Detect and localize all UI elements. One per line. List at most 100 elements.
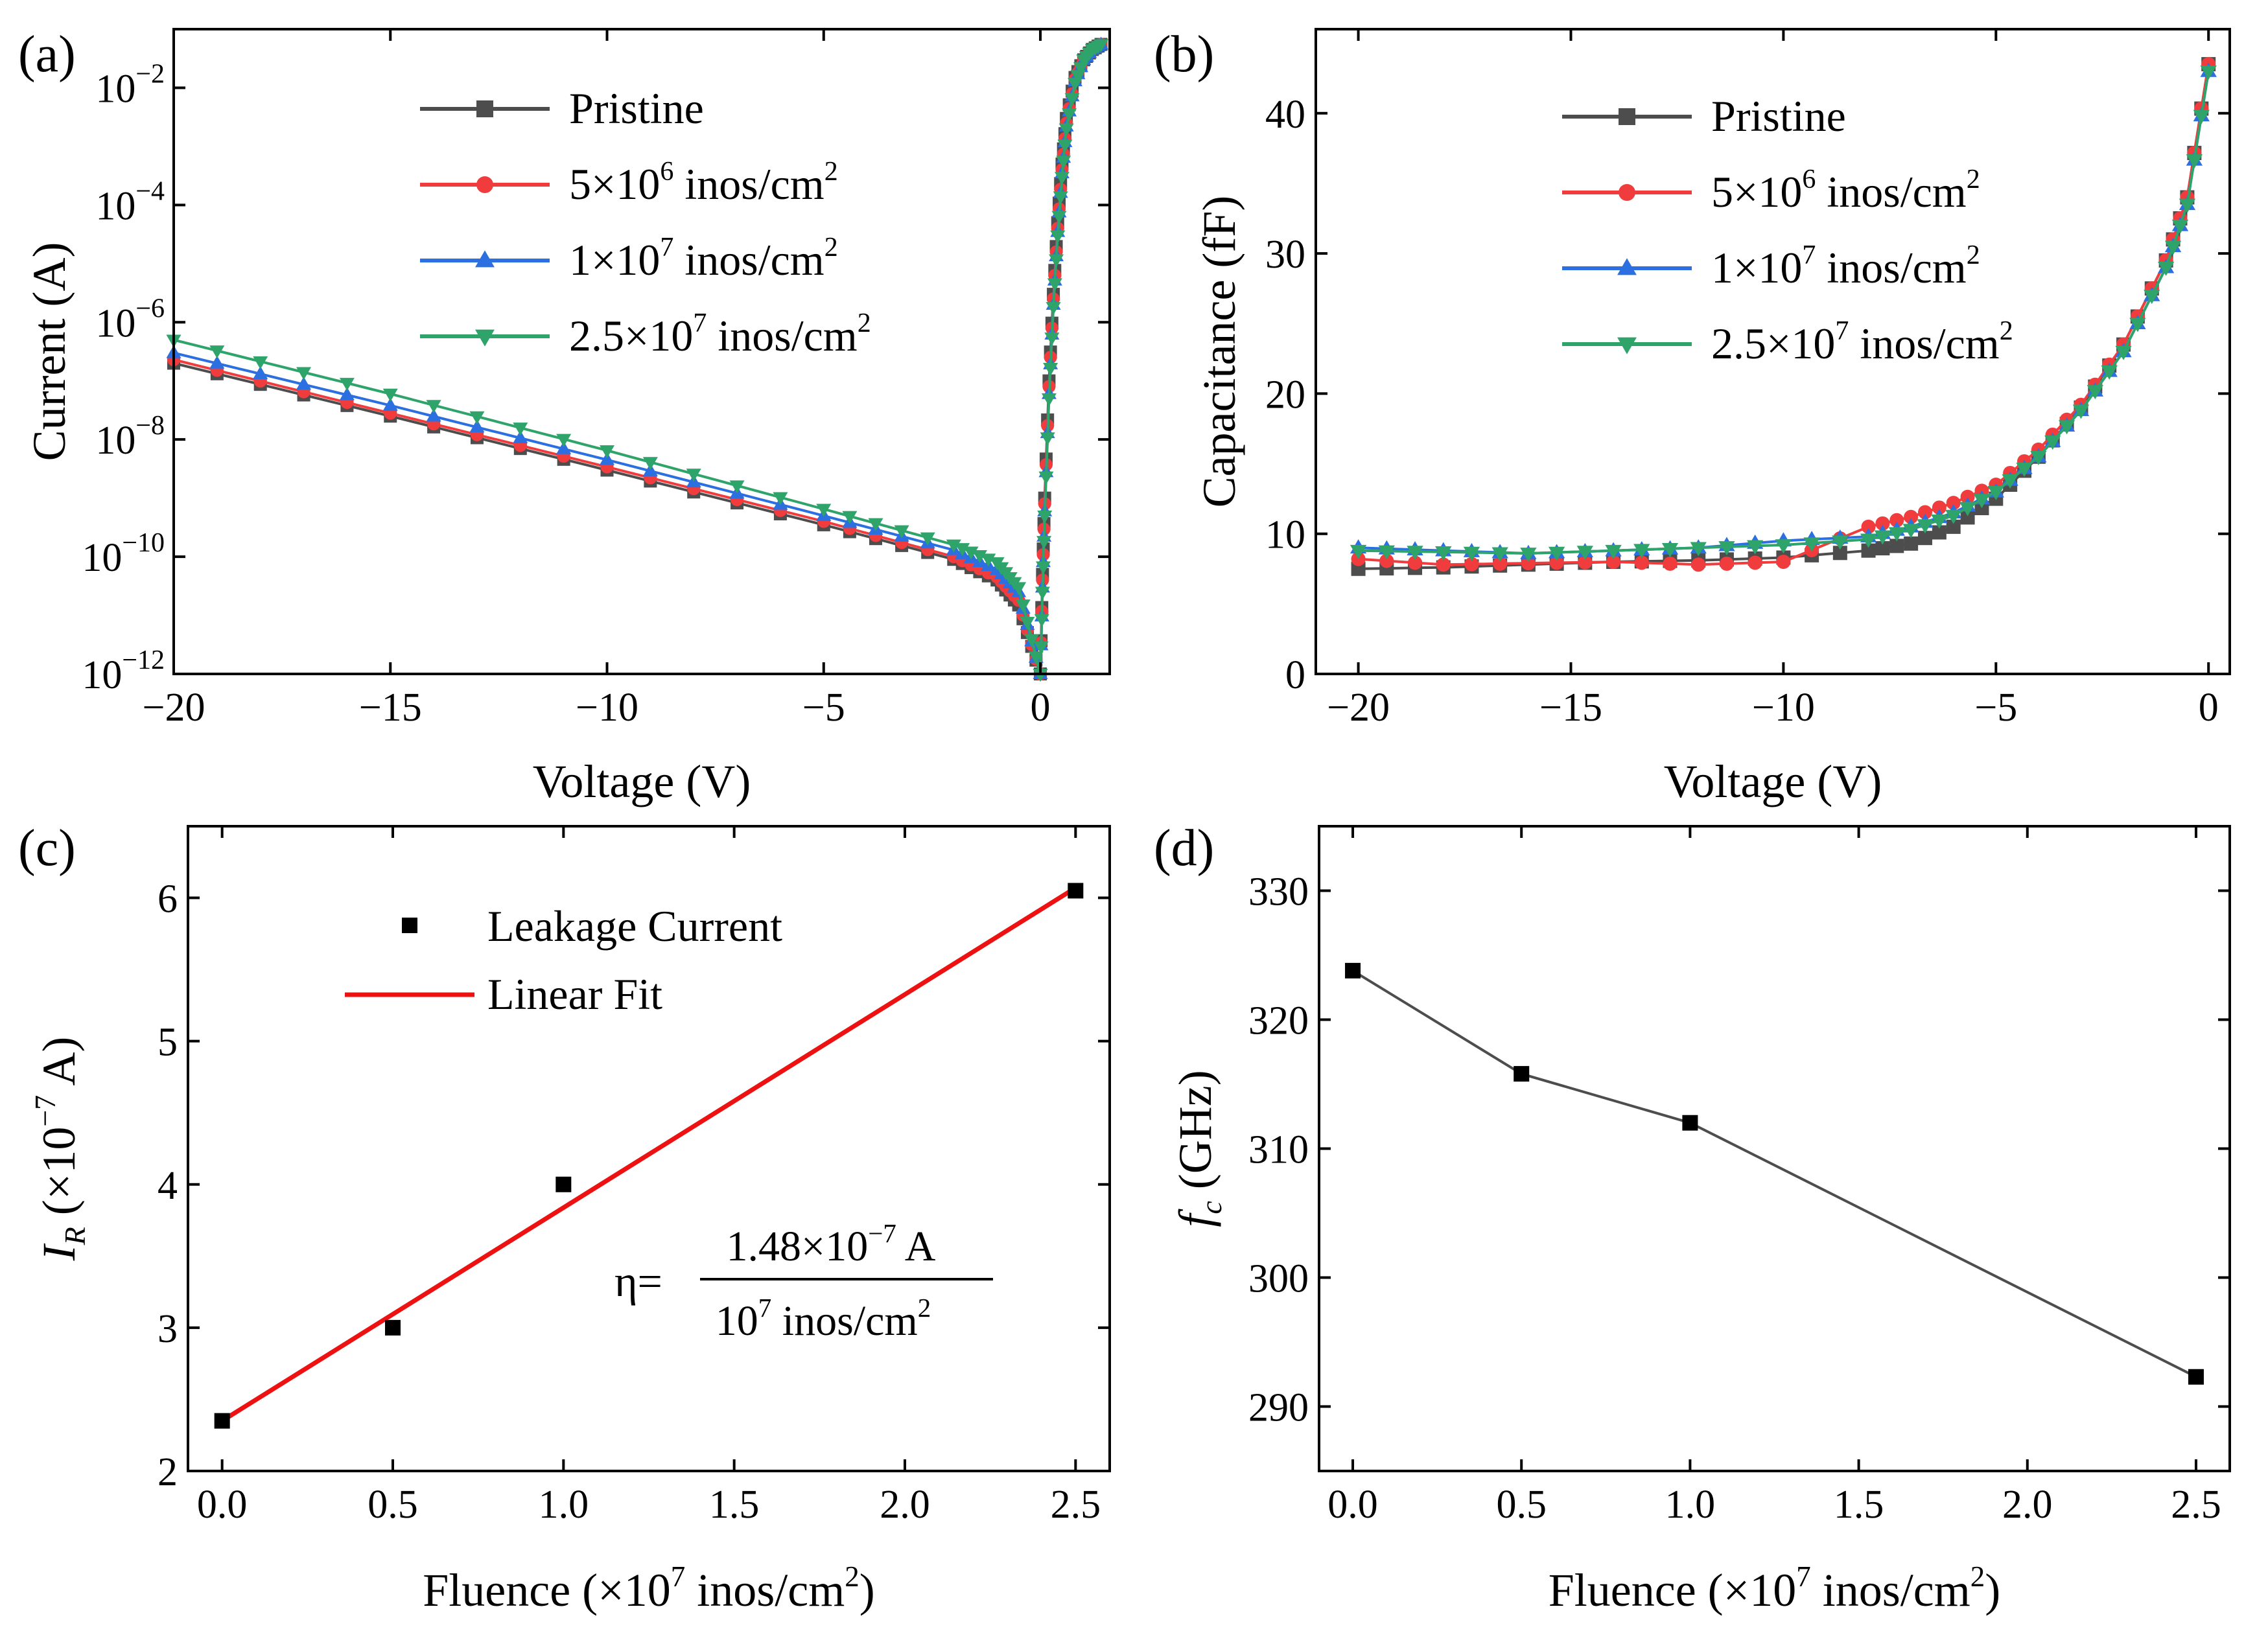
data-point bbox=[1832, 535, 1849, 550]
legend-marker bbox=[1617, 337, 1637, 354]
legend-label-part: 7 bbox=[660, 233, 673, 262]
legend-label-part: 7 bbox=[1802, 240, 1816, 270]
data-point bbox=[296, 376, 312, 390]
data-point bbox=[2144, 290, 2160, 305]
legend-marker bbox=[402, 918, 417, 933]
data-point bbox=[1034, 614, 1049, 627]
x-tick-label: 2.0 bbox=[2002, 1483, 2053, 1527]
x-axis-label: Voltage (V) bbox=[1664, 756, 1882, 807]
y-tick-label: 330 bbox=[1248, 870, 1309, 914]
data-point bbox=[946, 539, 961, 553]
legend-label-part: 2.5×10 bbox=[569, 311, 693, 360]
panel-label: (b) bbox=[1154, 26, 1214, 83]
data-point bbox=[253, 356, 268, 369]
data-point bbox=[555, 1176, 572, 1192]
data-point bbox=[2179, 198, 2196, 213]
data-point bbox=[955, 543, 970, 557]
data-point bbox=[963, 546, 979, 560]
legend-marker bbox=[475, 329, 495, 347]
data-point bbox=[1520, 548, 1537, 562]
legend-label: 5×106 inos/cm2 bbox=[1711, 165, 1980, 216]
data-point bbox=[556, 434, 572, 447]
data-point bbox=[1056, 156, 1071, 169]
x-tick-label: 1.5 bbox=[1834, 1483, 1884, 1527]
y-tick-label-exp: −6 bbox=[135, 294, 165, 323]
data-point bbox=[1053, 191, 1068, 205]
data-point bbox=[426, 408, 441, 422]
data-point bbox=[1036, 536, 1052, 550]
x-tick-label: −15 bbox=[1539, 686, 1602, 730]
y-tick-label: 10−8 bbox=[95, 411, 165, 463]
data-point bbox=[1775, 539, 1792, 554]
x-axis-label: Fluence (×107 inos/cm2) bbox=[423, 1560, 874, 1616]
data-point bbox=[1576, 546, 1593, 561]
y-tick-label-base: 10 bbox=[82, 653, 122, 697]
data-point bbox=[1035, 561, 1051, 575]
legend-label: 1×107 inos/cm2 bbox=[569, 233, 838, 284]
data-point bbox=[1747, 540, 1764, 555]
panel-d-cutoff-frequency-vs-fluence: 0.0 0.5 1.0 1.5 2.0 2.5 290 300 310 320 330 Fluence… bbox=[1154, 820, 2231, 1616]
annotation-denominator-part: 2 bbox=[918, 1293, 931, 1323]
x-tick-label: −20 bbox=[143, 686, 205, 730]
annotation-numerator-part: A bbox=[896, 1223, 936, 1270]
data-point bbox=[1875, 541, 1890, 556]
series-line bbox=[1358, 71, 2210, 555]
panel-b-capacitance-vs-voltage: −20 −15 −10 −5 0 0 10 20 30 40 Pristine 5×106 inos/… bbox=[1154, 26, 2231, 807]
y-tick-label-exp: −4 bbox=[135, 176, 165, 206]
data-point bbox=[1889, 539, 1904, 553]
data-point bbox=[209, 355, 225, 369]
data-point bbox=[686, 469, 701, 482]
axes-frame bbox=[1315, 28, 2231, 675]
data-point bbox=[894, 525, 909, 539]
series-triangle-down bbox=[166, 39, 1109, 682]
data-point bbox=[1408, 555, 1423, 570]
legend-marker bbox=[475, 250, 495, 268]
data-point bbox=[1049, 254, 1064, 268]
data-point bbox=[2044, 435, 2061, 450]
data-point bbox=[556, 441, 572, 454]
y-axis-label: IR (×10−7 A) bbox=[29, 1037, 91, 1262]
data-point bbox=[1378, 545, 1395, 560]
y-tick-label-exp: −10 bbox=[122, 528, 165, 558]
data-point bbox=[1351, 561, 1366, 576]
data-point bbox=[1549, 555, 1564, 570]
x-axis-label-part: 2 bbox=[1970, 1560, 1985, 1593]
annotation-denominator-part: inos/cm bbox=[771, 1297, 918, 1345]
data-point bbox=[1054, 172, 1070, 185]
y-tick-label: 3 bbox=[158, 1307, 178, 1351]
data-point bbox=[642, 457, 658, 470]
legend-label-part: 6 bbox=[1802, 165, 1816, 194]
data-point bbox=[816, 504, 832, 517]
annotation-numerator-part: −7 bbox=[868, 1218, 896, 1248]
y-tick-label-exp: −2 bbox=[135, 59, 165, 89]
data-point bbox=[842, 511, 858, 524]
data-point bbox=[1051, 211, 1067, 224]
data-point bbox=[981, 553, 996, 567]
data-point bbox=[972, 550, 987, 563]
data-point bbox=[1931, 514, 1948, 529]
y-tick-label-base: 10 bbox=[95, 301, 135, 345]
legend-label-part: 2 bbox=[824, 157, 838, 187]
y-tick-label: 0 bbox=[1285, 653, 1305, 697]
legend-label-part: 5×10 bbox=[1711, 167, 1802, 216]
legend-label-part: Pristine bbox=[1711, 91, 1846, 141]
data-point bbox=[469, 411, 485, 424]
data-point bbox=[2101, 365, 2118, 380]
legend-label-part: inos/cm bbox=[1849, 319, 1999, 368]
data-point bbox=[1902, 524, 1919, 539]
legend-label-part: 1×10 bbox=[569, 235, 660, 284]
data-point bbox=[1015, 599, 1031, 613]
legend-marker bbox=[476, 176, 493, 193]
data-point bbox=[513, 430, 528, 444]
x-tick-label: 0.5 bbox=[368, 1483, 418, 1527]
data-point bbox=[253, 366, 268, 380]
x-tick-label: 1.0 bbox=[1665, 1483, 1716, 1527]
y-tick-label: 10−4 bbox=[95, 176, 165, 228]
data-point bbox=[1682, 1115, 1698, 1131]
x-tick-label: 1.0 bbox=[539, 1483, 589, 1527]
data-point bbox=[1719, 556, 1734, 571]
y-tick-label: 4 bbox=[158, 1164, 178, 1208]
x-tick-label: 0 bbox=[1031, 686, 1051, 730]
panel-a-current-vs-voltage: −20 −15 −10 −5 010−1210−1010−810−610−410−2Pr… bbox=[18, 26, 1111, 807]
data-point bbox=[1024, 634, 1040, 647]
